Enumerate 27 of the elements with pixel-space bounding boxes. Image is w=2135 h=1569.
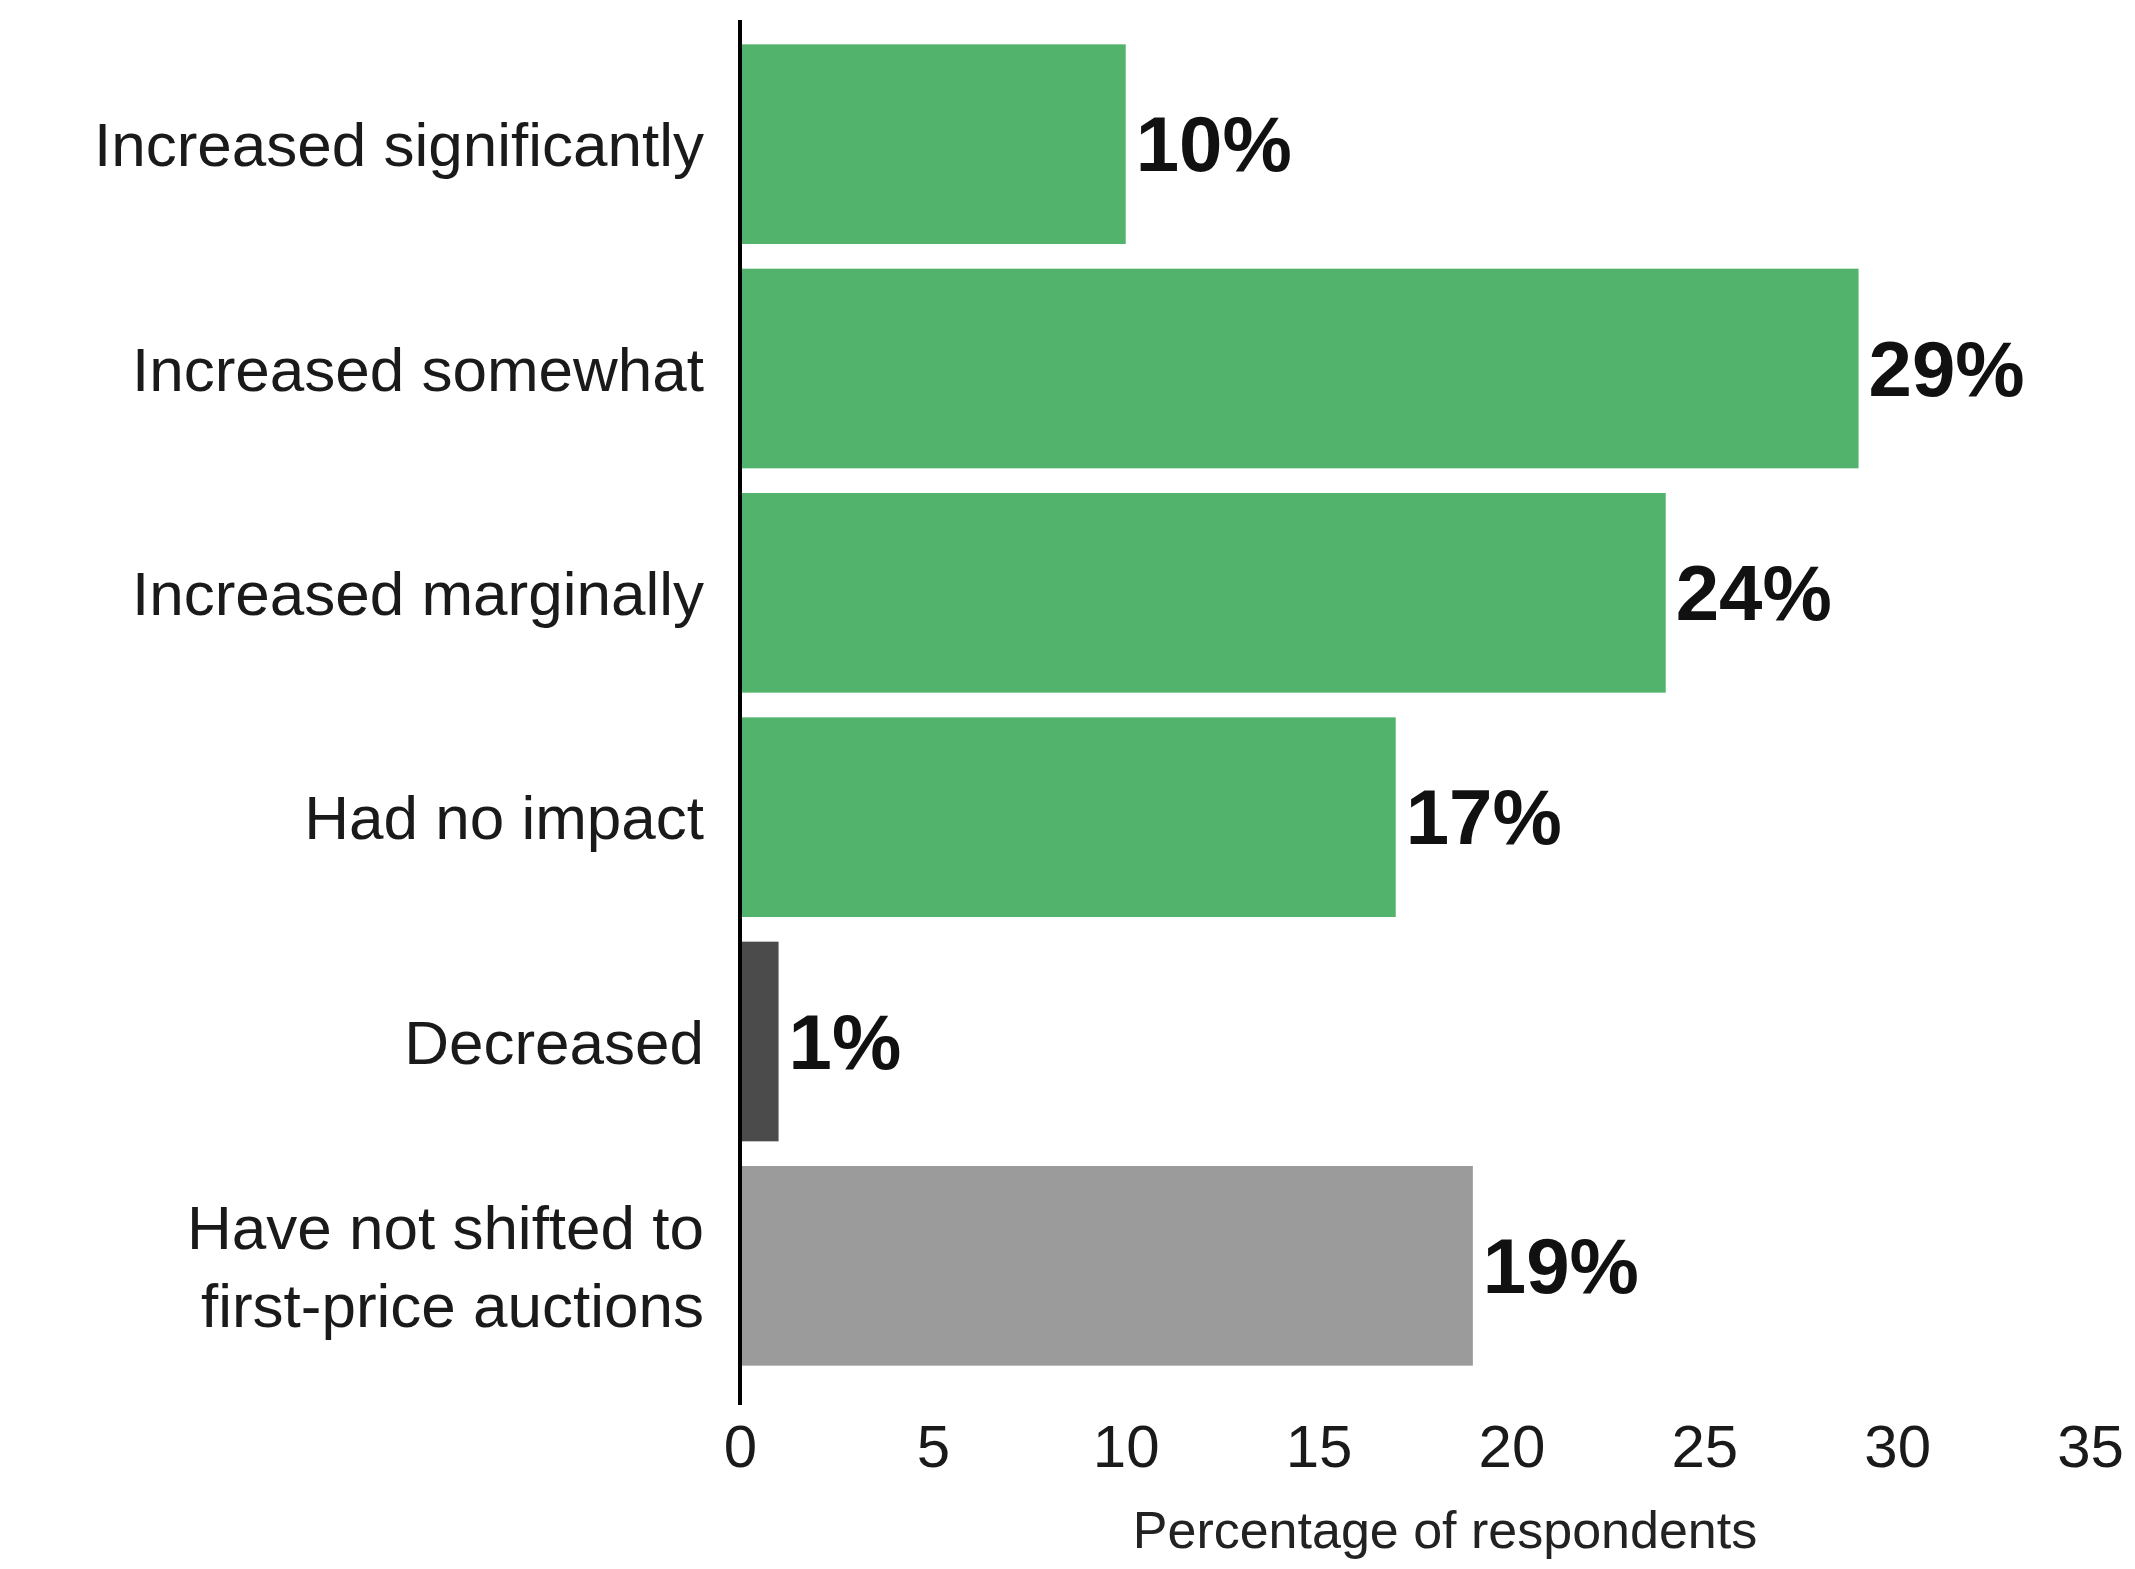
x-tick-label: 15 (1285, 1412, 1353, 1480)
x-tick-label: 35 (2057, 1412, 2124, 1480)
data-label: 17% (1405, 773, 1562, 862)
bar (740, 493, 1666, 693)
bar (740, 941, 779, 1142)
x-tick-label: 20 (1478, 1412, 1546, 1480)
data-label: 19% (1482, 1221, 1639, 1310)
data-label: 29% (1868, 324, 2025, 413)
x-tick-label: 25 (1671, 1412, 1739, 1480)
bar (740, 268, 1859, 469)
bar (740, 44, 1126, 244)
data-label: 24% (1675, 548, 1832, 637)
data-label: 10% (1135, 100, 1292, 189)
y-tick-label: Had no impact (304, 782, 704, 852)
y-tick-label: Increased significantly (94, 109, 704, 179)
bar (740, 717, 1396, 917)
bar (740, 1166, 1473, 1366)
x-tick-label: 0 (723, 1412, 758, 1480)
y-tick-label: Increased somewhat (131, 334, 704, 403)
x-tick-label: 5 (916, 1412, 951, 1480)
x-tick-label: 30 (1864, 1412, 1932, 1480)
x-tick-label: 10 (1092, 1412, 1160, 1480)
y-tick-label: Have not shifted to first-price auctions (187, 1192, 704, 1340)
x-axis-title: Percentage of respondents (1132, 1501, 1758, 1559)
y-tick-label: Decreased (404, 1007, 704, 1076)
y-tick-label: Increased marginally (131, 558, 704, 628)
data-label: 1% (788, 997, 902, 1086)
